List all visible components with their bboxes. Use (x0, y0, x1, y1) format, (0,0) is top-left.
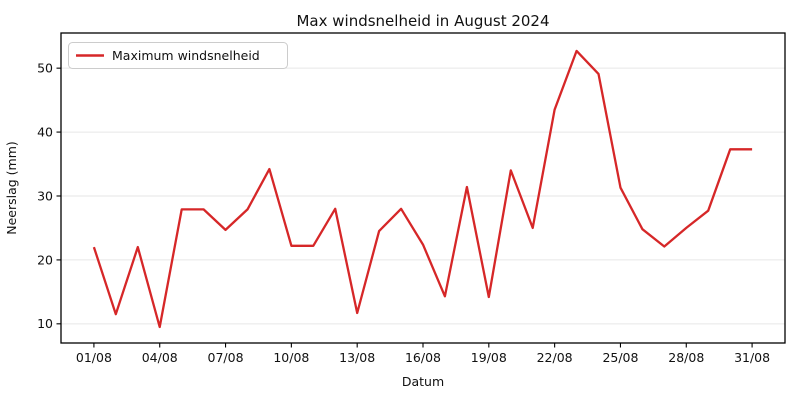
y-tick-label: 30 (37, 188, 53, 203)
x-tick-label: 04/08 (142, 350, 178, 365)
legend-box (68, 42, 288, 69)
legend: Maximum windsnelheid (68, 42, 288, 69)
x-tick-label: 22/08 (537, 350, 573, 365)
plot-border (60, 32, 786, 344)
x-tick-label: 28/08 (668, 350, 704, 365)
chart-title: Max windsnelheid in August 2024 (296, 12, 549, 30)
plot-background (61, 33, 785, 343)
legend-label: Maximum windsnelheid (112, 48, 260, 63)
x-axis-label: Datum (402, 374, 444, 389)
x-tick-label: 10/08 (273, 350, 309, 365)
x-tick-label: 25/08 (602, 350, 638, 365)
max-windspeed-line (92, 49, 753, 329)
y-tick-label: 40 (37, 124, 53, 139)
y-axis-label: Neerslag (mm) (4, 141, 19, 235)
y-axis-ticks: 10 20 30 40 50 (37, 61, 61, 331)
x-tick-label: 16/08 (405, 350, 441, 365)
y-tick-label: 50 (37, 61, 53, 76)
x-tick-label: 07/08 (208, 350, 244, 365)
x-tick-label: 31/08 (734, 350, 770, 365)
x-tick-label: 01/08 (76, 350, 112, 365)
x-tick-label: 19/08 (471, 350, 507, 365)
y-tick-label: 10 (37, 316, 53, 331)
y-tick-label: 20 (37, 252, 53, 267)
x-tick-label: 13/08 (339, 350, 375, 365)
x-axis-ticks: 01/08 04/08 07/08 10/08 13/08 16/08 19/08 22/08… (76, 343, 770, 365)
